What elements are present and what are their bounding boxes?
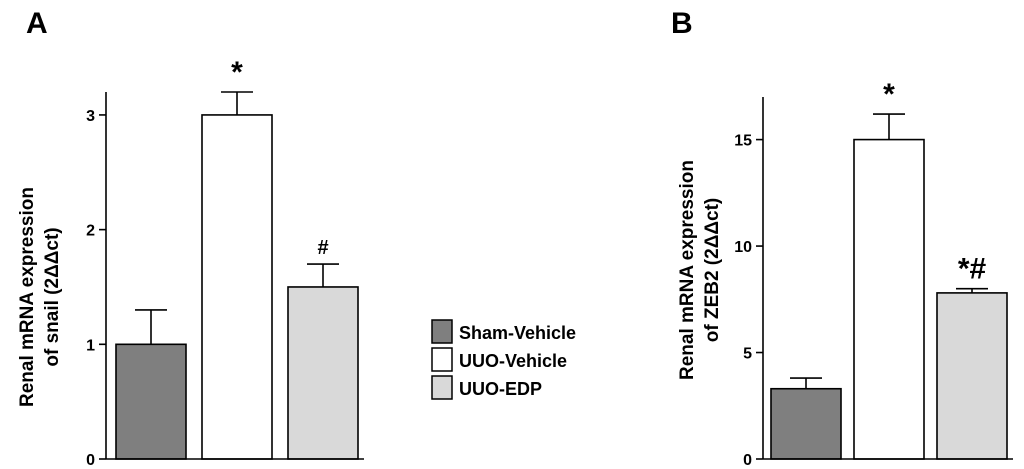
panel-b: B Renal mRNA expression of ZEB2 (2ΔΔct) … xyxy=(671,7,1013,469)
panel-a-y-tick-label-2: 2 xyxy=(86,223,95,240)
panel-b-y-tick-label-0: 0 xyxy=(743,452,752,469)
panel-a-bar-3 xyxy=(287,286,359,460)
panel-a: A Renal mRNA expression of snail (2ΔΔct)… xyxy=(17,7,364,469)
panel-a-letter: A xyxy=(26,7,48,40)
panel-b-ylabel-line1: Renal mRNA expression xyxy=(677,160,698,380)
panel-b-y-tick-label-3: 15 xyxy=(734,133,752,150)
legend-label-uuo-edp: UUO-EDP xyxy=(459,379,542,399)
panel-b-y-tick-label-2: 10 xyxy=(734,239,752,256)
panel-b-bar-3 xyxy=(936,292,1008,460)
panel-b-significance-3: *# xyxy=(958,253,987,286)
panel-a-y-tick-label-0: 0 xyxy=(86,452,95,469)
panel-b-ylabel-line2: of ZEB2 (2ΔΔct) xyxy=(702,198,723,343)
panel-a-significance-3: # xyxy=(317,237,328,259)
panel-a-plot-area: * #0 1 2 3 xyxy=(86,56,364,469)
panel-a-bar-2 xyxy=(201,114,273,460)
panel-a-y-tick-label-3: 3 xyxy=(86,108,95,125)
legend-label-uuo-vehicle: UUO-Vehicle xyxy=(459,351,567,371)
panel-a-significance-2: * xyxy=(231,56,243,89)
panel-a-ylabel-line2: of snail (2ΔΔct) xyxy=(42,227,63,366)
panel-b-y-tick-label-1: 5 xyxy=(743,346,752,363)
panel-b-letter: B xyxy=(671,7,693,40)
panel-b-bar-2 xyxy=(853,138,925,460)
panel-b-bar-1 xyxy=(770,387,842,460)
legend-swatch-uuo-vehicle xyxy=(431,347,453,372)
panel-b-significance-2: * xyxy=(883,78,895,111)
panel-a-y-tick-label-1: 1 xyxy=(86,337,95,354)
panel-a-bar-1 xyxy=(115,343,187,460)
legend: Sham-Vehicle UUO-Vehicle UUO-EDP xyxy=(431,319,576,400)
panel-b-plot-area: * *# 0 5 10 15 xyxy=(734,78,1013,469)
panel-a-ylabel-line1: Renal mRNA expression xyxy=(17,187,38,407)
legend-swatch-uuo-edp xyxy=(431,375,453,400)
legend-label-sham-vehicle: Sham-Vehicle xyxy=(459,323,576,343)
legend-swatch-sham-vehicle xyxy=(431,319,453,344)
